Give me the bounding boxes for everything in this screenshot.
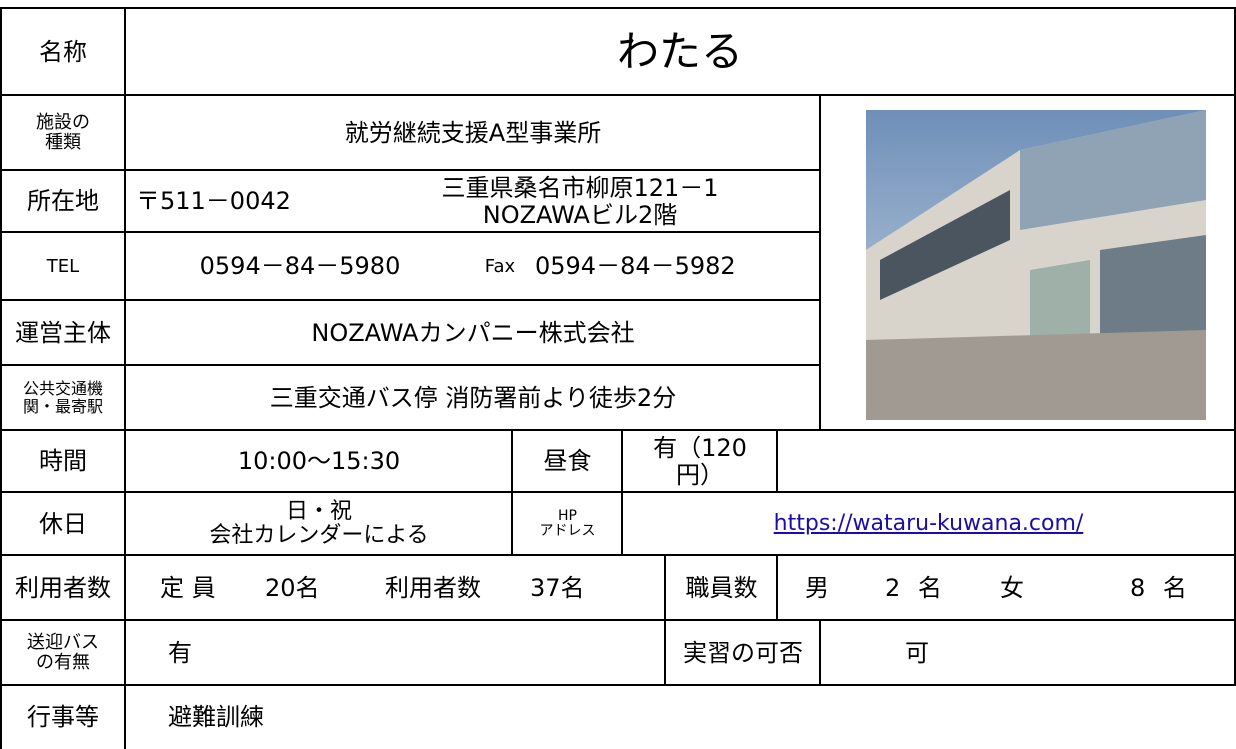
label: 男 — [805, 573, 829, 602]
facility-name: わたる — [616, 26, 743, 76]
label: 時間 — [39, 447, 87, 476]
value: 就労継続支援A型事業所 — [344, 118, 602, 147]
label: TEL — [46, 255, 80, 277]
label: 行事等 — [27, 703, 99, 732]
value: 三重県桑名市柳原121－1 NOZAWAビル2階 — [441, 174, 719, 229]
label: 職員数 — [685, 573, 758, 602]
building-photo — [866, 110, 1206, 420]
label: 送迎バス の有無 — [27, 632, 99, 673]
label: 所在地 — [27, 187, 99, 216]
label: 定 員 — [160, 573, 216, 602]
value: 可 — [905, 638, 929, 667]
label: HP アドレス — [539, 507, 596, 539]
value: 0594－84－5980 — [199, 252, 401, 281]
value: 37名 — [530, 573, 585, 602]
value: NOZAWAカンパニー株式会社 — [311, 318, 635, 347]
hp-link[interactable]: https://wataru-kuwana.com/ — [773, 510, 1084, 536]
value: https://wataru-kuwana.com/ — [623, 493, 1234, 555]
value: 日・祝 会社カレンダーによる — [209, 498, 429, 548]
value: 20名 — [265, 573, 320, 602]
label: 実習の可否 — [683, 638, 803, 667]
label: 女 — [1000, 573, 1024, 602]
value: 10:00～15:30 — [237, 447, 401, 476]
value: 三重交通バス停 消防署前より徒歩2分 — [269, 383, 677, 412]
value: 有 — [168, 638, 192, 667]
value: 0594－84－5982 — [535, 252, 736, 281]
value: 有（120 円） — [653, 434, 747, 489]
label: Fax — [484, 255, 516, 277]
value: 8 名 — [1130, 573, 1187, 602]
label: 利用者数 — [385, 573, 481, 602]
label: 休日 — [39, 509, 87, 538]
label: 運営主体 — [15, 318, 111, 347]
label: 利用者数 — [15, 573, 111, 602]
value: 〒511－0042 — [136, 187, 291, 216]
label: 施設の 種類 — [36, 112, 90, 153]
value: 2 名 — [885, 573, 942, 602]
value: 避難訓練 — [168, 703, 264, 732]
label: 公共交通機 関・最寄駅 — [22, 379, 103, 416]
label: 昼食 — [543, 447, 592, 476]
label: 名称 — [39, 37, 87, 66]
